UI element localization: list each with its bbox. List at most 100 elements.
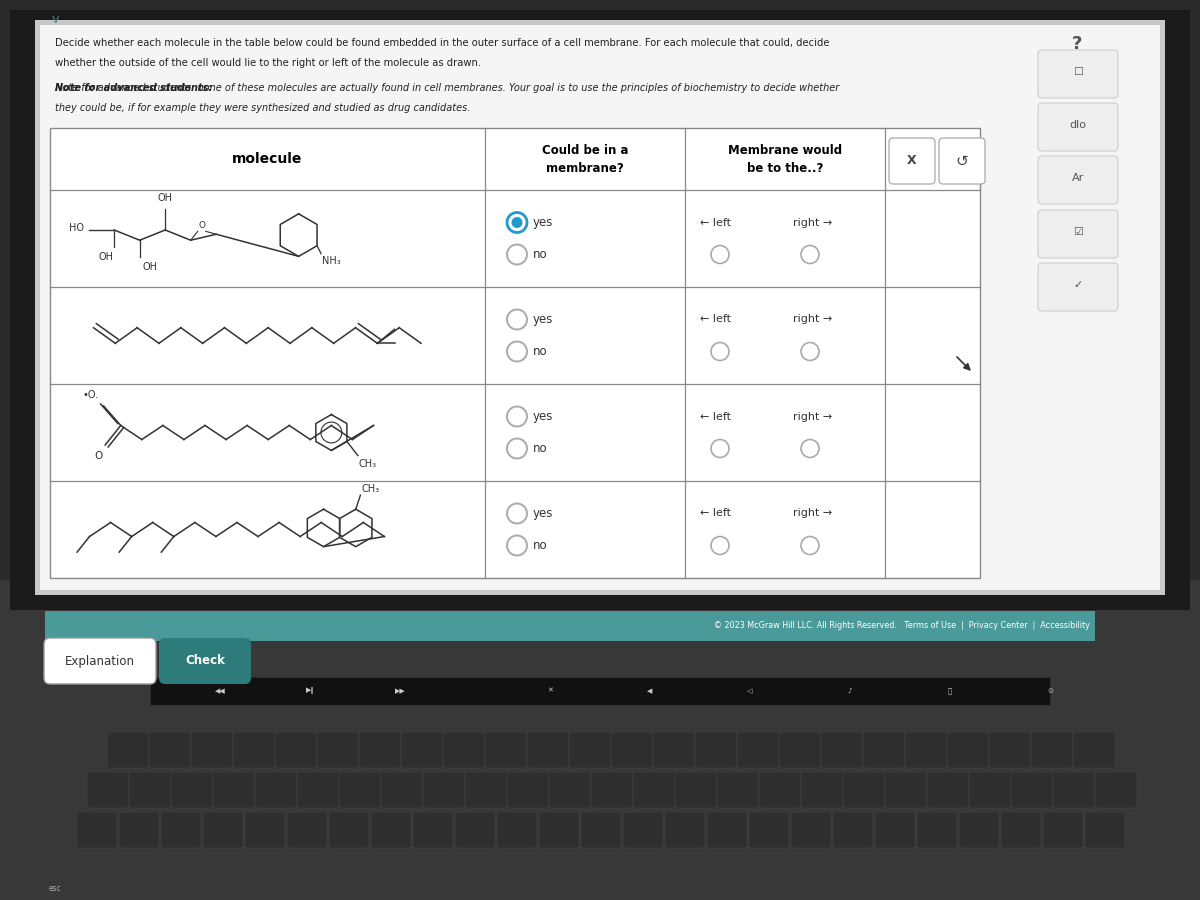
Text: right →: right → [793,218,833,228]
Text: molecule: molecule [233,152,302,166]
Circle shape [508,212,527,232]
Text: esc: esc [49,884,61,893]
FancyBboxPatch shape [875,812,916,848]
Text: MacBook Pro: MacBook Pro [564,623,636,633]
Text: ← left: ← left [700,314,731,325]
FancyBboxPatch shape [959,812,998,848]
Text: Ar: Ar [1072,173,1084,183]
FancyBboxPatch shape [928,772,970,808]
FancyBboxPatch shape [665,812,704,848]
Text: OH: OH [98,252,114,262]
Text: NH₃: NH₃ [322,256,341,266]
Text: v: v [52,14,59,26]
Text: ← left: ← left [700,508,731,518]
Text: no: no [533,442,547,455]
FancyBboxPatch shape [581,812,622,848]
Text: no: no [533,539,547,552]
Text: Could be in a
membrane?: Could be in a membrane? [541,143,629,175]
Circle shape [802,439,818,457]
Text: ◀: ◀ [647,688,653,694]
FancyBboxPatch shape [749,812,790,848]
FancyBboxPatch shape [130,772,172,808]
FancyBboxPatch shape [443,732,485,768]
FancyBboxPatch shape [707,812,746,848]
FancyBboxPatch shape [623,812,662,848]
Circle shape [710,536,728,554]
Circle shape [508,341,527,362]
FancyBboxPatch shape [485,732,527,768]
Text: OH: OH [157,193,173,202]
Text: Membrane would
be to the..?: Membrane would be to the..? [728,143,842,175]
FancyBboxPatch shape [1054,772,1096,808]
FancyBboxPatch shape [10,10,1190,610]
FancyBboxPatch shape [497,812,536,848]
FancyBboxPatch shape [940,138,985,184]
FancyBboxPatch shape [1031,732,1073,768]
Circle shape [508,310,527,329]
FancyBboxPatch shape [611,732,653,768]
Text: yes: yes [533,410,553,423]
FancyBboxPatch shape [150,677,1050,705]
Text: CH₃: CH₃ [361,483,379,493]
Circle shape [508,438,527,458]
FancyBboxPatch shape [382,772,424,808]
Text: © 2023 McGraw Hill LLC. All Rights Reserved.   Terms of Use  |  Privacy Center  : © 2023 McGraw Hill LLC. All Rights Reser… [714,622,1090,631]
FancyBboxPatch shape [1001,812,1042,848]
FancyBboxPatch shape [905,732,947,768]
FancyBboxPatch shape [161,812,200,848]
FancyBboxPatch shape [172,772,214,808]
Text: ← left: ← left [700,411,731,421]
Text: Decide whether each molecule in the table below could be found embedded in the o: Decide whether each molecule in the tabl… [55,38,829,48]
FancyBboxPatch shape [119,812,158,848]
FancyBboxPatch shape [1085,812,1126,848]
FancyBboxPatch shape [233,732,275,768]
Text: dlo: dlo [1069,120,1086,130]
FancyBboxPatch shape [359,732,401,768]
FancyBboxPatch shape [844,772,886,808]
FancyBboxPatch shape [718,772,760,808]
Text: no: no [533,248,547,261]
Text: ⊙: ⊙ [1048,688,1052,694]
FancyBboxPatch shape [1012,772,1054,808]
FancyBboxPatch shape [50,128,980,578]
Circle shape [511,217,522,228]
FancyBboxPatch shape [821,732,863,768]
FancyBboxPatch shape [245,812,284,848]
Text: whether the outside of the cell would lie to the right or left of the molecule a: whether the outside of the cell would li… [55,58,481,68]
Text: ☑: ☑ [1073,227,1084,237]
FancyBboxPatch shape [191,732,233,768]
Circle shape [508,245,527,265]
FancyBboxPatch shape [970,772,1012,808]
FancyBboxPatch shape [1038,50,1118,98]
FancyBboxPatch shape [158,638,251,684]
FancyBboxPatch shape [317,732,359,768]
Text: ✕: ✕ [547,688,553,694]
FancyBboxPatch shape [550,772,592,808]
FancyBboxPatch shape [1038,263,1118,311]
FancyBboxPatch shape [1043,812,1084,848]
FancyBboxPatch shape [44,638,156,684]
FancyBboxPatch shape [77,812,118,848]
Circle shape [508,536,527,555]
FancyBboxPatch shape [466,772,508,808]
FancyBboxPatch shape [329,812,370,848]
FancyBboxPatch shape [760,772,802,808]
Text: Note for advanced students:: Note for advanced students: [55,83,212,93]
FancyBboxPatch shape [371,812,410,848]
Text: yes: yes [533,313,553,326]
Circle shape [802,246,818,264]
Text: ◁: ◁ [748,688,752,694]
FancyBboxPatch shape [569,732,611,768]
FancyBboxPatch shape [413,812,454,848]
Circle shape [508,407,527,427]
Text: right →: right → [793,314,833,325]
FancyBboxPatch shape [298,772,340,808]
Text: right →: right → [793,411,833,421]
Text: they could be, if for example they were synthesized and studied as drug candidat: they could be, if for example they were … [55,103,470,113]
FancyBboxPatch shape [539,812,578,848]
Text: ?: ? [1072,35,1082,53]
Text: yes: yes [533,507,553,520]
FancyBboxPatch shape [508,772,550,808]
FancyBboxPatch shape [791,812,830,848]
FancyBboxPatch shape [833,812,874,848]
